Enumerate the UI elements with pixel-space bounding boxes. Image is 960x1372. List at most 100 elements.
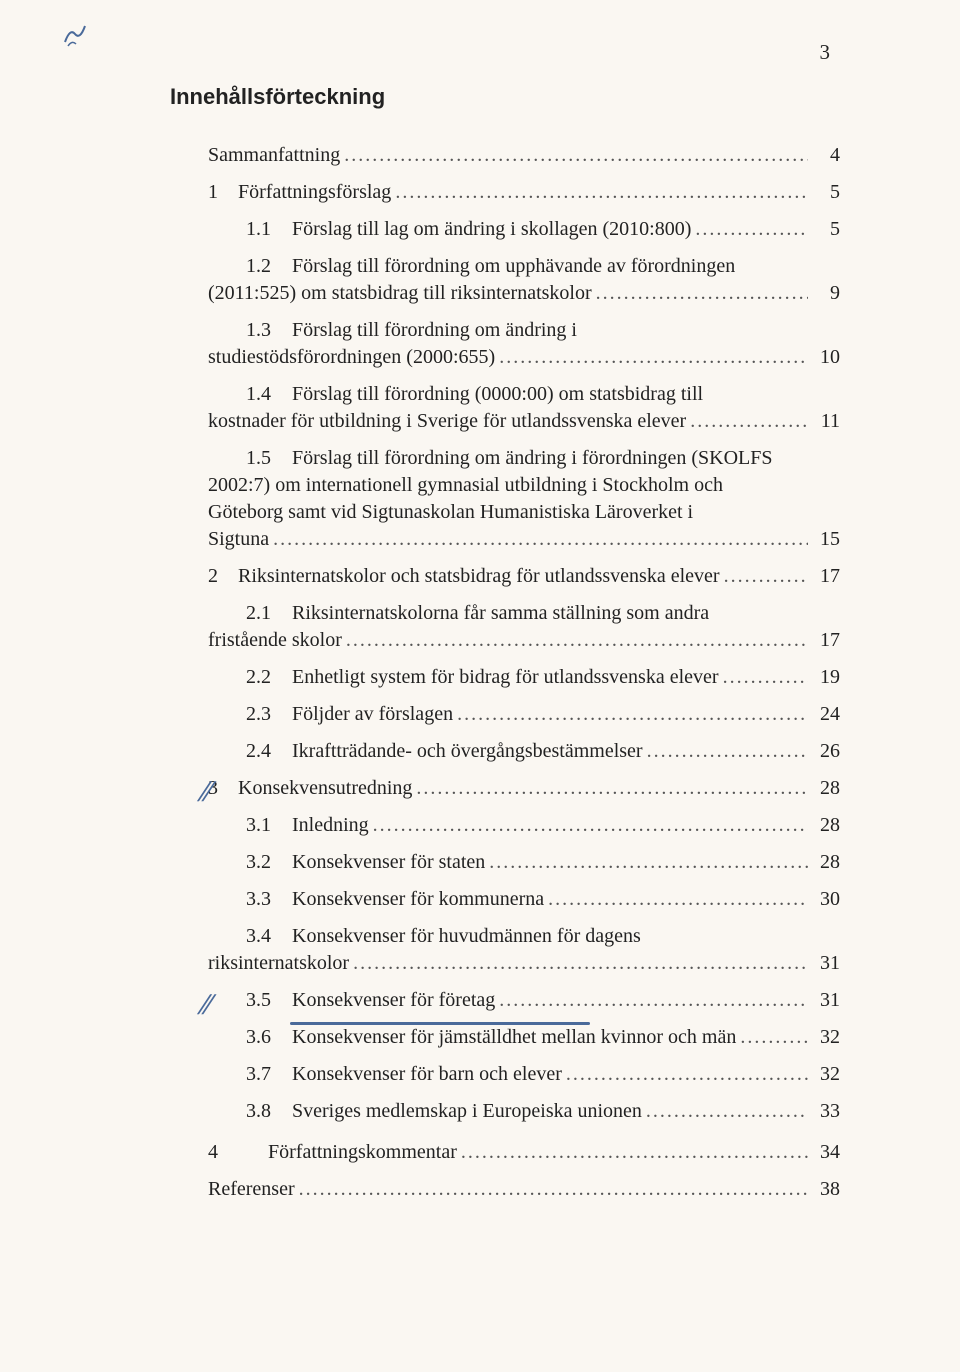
toc-text: studiestödsförordningen (2000:655) [208, 344, 495, 371]
toc-entry: 2 Riksinternatskolor och statsbidrag för… [170, 563, 840, 590]
toc-page: 28 [812, 775, 840, 802]
toc-text: Författningsförslag [238, 179, 391, 206]
toc-text: Konsekvenser för företag [292, 987, 495, 1014]
toc-text: Enhetligt system för bidrag för utlandss… [292, 664, 719, 691]
toc-text: Sveriges medlemskap i Europeiska unionen [292, 1098, 642, 1125]
toc-page: 34 [812, 1139, 840, 1166]
hand-underline-icon [290, 1022, 590, 1025]
toc-number: 3.2 [246, 849, 292, 876]
toc-leader: ........................................… [548, 886, 808, 913]
toc-leader: ........................................… [353, 950, 808, 977]
toc-number: 2.4 [246, 738, 292, 765]
toc-page: 28 [812, 812, 840, 839]
toc-entry: 1.4 Förslag till förordning (0000:00) om… [170, 381, 840, 435]
toc-page: 15 [812, 526, 840, 553]
toc-entry: 3.6 Konsekvenser för jämställdhet mellan… [170, 1024, 840, 1051]
toc-leader: ........................................… [740, 1024, 808, 1051]
toc-text: Konsekvenser för barn och elever [292, 1061, 562, 1088]
toc-page: 4 [812, 142, 840, 169]
toc-text: fristående skolor [208, 627, 342, 654]
toc-text: Inledning [292, 812, 369, 839]
toc-page: 17 [812, 627, 840, 654]
toc-text: Referenser [208, 1176, 295, 1203]
toc-leader: ........................................… [461, 1139, 808, 1166]
toc-page: 17 [812, 563, 840, 590]
toc-text: Riksinternatskolorna får samma ställning… [292, 600, 840, 627]
toc-leader: ........................................… [646, 1098, 808, 1125]
toc-leader: ........................................… [373, 812, 808, 839]
toc-leader: ........................................… [647, 738, 808, 765]
toc-text: Förslag till lag om ändring i skollagen … [292, 216, 691, 243]
page: 3 Innehållsförteckning Sammanfattning ..… [0, 0, 960, 1372]
toc-page: 9 [812, 280, 840, 307]
toc-leader: ........................................… [299, 1176, 808, 1203]
toc-number: 3.7 [246, 1061, 292, 1088]
toc-number: 3.1 [246, 812, 292, 839]
toc-number: 1 [208, 179, 238, 206]
toc-text: (2011:525) om statsbidrag till riksinter… [208, 280, 592, 307]
toc-entry: 4 Författningskommentar ................… [170, 1139, 840, 1166]
toc-text: Konsekvenser för staten [292, 849, 485, 876]
toc-text: kostnader för utbildning i Sverige för u… [208, 408, 686, 435]
toc-leader: ........................................… [566, 1061, 808, 1088]
toc-number: 1.4 [246, 381, 292, 408]
toc-entry: 1.5 Förslag till förordning om ändring i… [170, 445, 840, 553]
toc-entry: 1.1 Förslag till lag om ändring i skolla… [170, 216, 840, 243]
toc-leader: ........................................… [457, 701, 808, 728]
toc-text: Ikraftträdande- och övergångsbestämmelse… [292, 738, 643, 765]
toc-leader: ........................................… [416, 775, 808, 802]
toc-page: 31 [812, 987, 840, 1014]
toc-page: 5 [812, 216, 840, 243]
toc-number: 1.1 [246, 216, 292, 243]
toc-page: 10 [812, 344, 840, 371]
toc-text: Konsekvenser för huvudmännen för dagens [292, 923, 840, 950]
toc-leader: ........................................… [724, 563, 808, 590]
toc-entry: 3.4 Konsekvenser för huvudmännen för dag… [170, 923, 840, 977]
toc-text: Sigtuna [208, 526, 269, 553]
toc-entry: 2.4 Ikraftträdande- och övergångsbestämm… [170, 738, 840, 765]
toc-entry: 3.1 Inledning ..........................… [170, 812, 840, 839]
toc-text: Riksinternatskolor och statsbidrag för u… [238, 563, 720, 590]
toc-entry: 3.8 Sveriges medlemskap i Europeiska uni… [170, 1098, 840, 1125]
toc-page: 38 [812, 1176, 840, 1203]
toc-number: 2 [208, 563, 238, 590]
toc-leader: ........................................… [346, 627, 808, 654]
toc-text: Göteborg samt vid Sigtunaskolan Humanist… [208, 499, 840, 526]
toc-leader: ........................................… [499, 344, 808, 371]
toc-leader: ........................................… [499, 987, 808, 1014]
toc-number: 1.2 [246, 253, 292, 280]
toc-number: 1.5 [246, 445, 292, 472]
toc-entry: Sammanfattning .........................… [170, 142, 840, 169]
toc-leader: ........................................… [690, 408, 808, 435]
toc-entry: 3.3 Konsekvenser för kommunerna ........… [170, 886, 840, 913]
toc-page: 19 [812, 664, 840, 691]
toc-number: 2.1 [246, 600, 292, 627]
toc-number: 3 [208, 775, 238, 802]
toc-number: 3.3 [246, 886, 292, 913]
toc-text: Sammanfattning [208, 142, 340, 169]
toc-number: 3.8 [246, 1098, 292, 1125]
toc-text: Förslag till förordning om upphävande av… [292, 253, 840, 280]
toc-leader: ........................................… [695, 216, 808, 243]
table-of-contents: Sammanfattning .........................… [170, 142, 840, 1203]
toc-entry: 3.2 Konsekvenser för staten ............… [170, 849, 840, 876]
toc-leader: ........................................… [489, 849, 808, 876]
toc-text: Konsekvenser för jämställdhet mellan kvi… [292, 1024, 736, 1051]
toc-page: 32 [812, 1061, 840, 1088]
toc-number: 2.2 [246, 664, 292, 691]
toc-number: 2.3 [246, 701, 292, 728]
toc-entry: 2.1 Riksinternatskolorna får samma ställ… [170, 600, 840, 654]
toc-page: 31 [812, 950, 840, 977]
toc-text: Författningskommentar [268, 1139, 457, 1166]
toc-text: Följder av förslagen [292, 701, 453, 728]
toc-text: Konsekvenser för kommunerna [292, 886, 544, 913]
toc-text: Konsekvensutredning [238, 775, 412, 802]
toc-heading: Innehållsförteckning [170, 84, 840, 110]
pen-scribble-icon [60, 20, 100, 50]
toc-text: Förslag till förordning (0000:00) om sta… [292, 381, 840, 408]
toc-leader: ........................................… [344, 142, 808, 169]
toc-number: 3.5 [246, 987, 292, 1014]
toc-page: 33 [812, 1098, 840, 1125]
toc-leader: ........................................… [395, 179, 808, 206]
toc-page: 11 [812, 408, 840, 435]
